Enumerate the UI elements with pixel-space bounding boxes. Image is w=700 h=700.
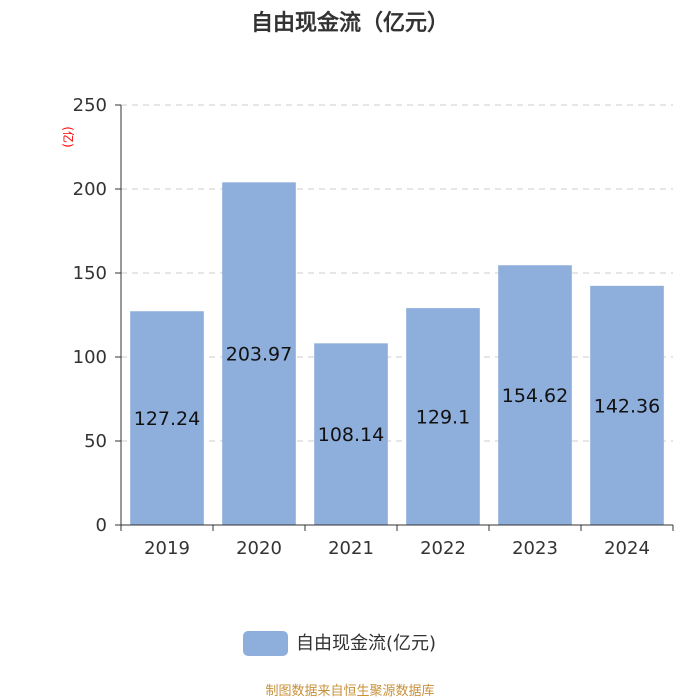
y-tick-label: 200 [73,179,107,200]
x-tick-label: 2024 [604,538,650,559]
bar-2024[interactable] [590,285,664,525]
legend-label: 自由现金流(亿元) [296,633,436,654]
x-tick-label: 2022 [420,538,466,559]
y-tick-label: 0 [96,515,107,536]
data-label: 127.24 [134,408,200,430]
data-label: 108.14 [318,424,384,446]
x-tick-label: 2019 [144,538,190,559]
legend-swatch [243,631,288,656]
bar-2020[interactable] [222,182,296,526]
y-axis-unit: (亿) [61,126,76,147]
bar-2023[interactable] [498,265,572,525]
y-tick-label: 150 [73,263,107,284]
bars [130,182,664,526]
data-label: 154.62 [502,385,568,407]
bar-2021[interactable] [314,343,388,525]
chart-title: 自由现金流（亿元） [251,10,449,36]
x-tick-label: 2023 [512,538,558,559]
y-tick-label: 250 [73,95,107,116]
y-tick-label: 100 [73,347,107,368]
bar-2019[interactable] [130,311,204,525]
bar-2022[interactable] [406,308,480,525]
data-label: 203.97 [226,344,292,366]
data-label: 129.1 [416,407,470,429]
grid-lines [121,104,673,442]
source-note: 制图数据来自恒生聚源数据库 [265,683,434,699]
axes: 0 50 100 150 200 250 2019 2020 2021 2022 2023 2024 [73,95,674,559]
x-tick-label: 2021 [328,538,374,559]
x-tick-label: 2020 [236,538,282,559]
legend[interactable]: 自由现金流(亿元) [243,631,436,656]
data-labels: 127.24 203.97 108.14 129.1 154.62 142.36 [134,344,660,446]
data-label: 142.36 [594,395,660,417]
y-tick-label: 50 [84,431,107,452]
